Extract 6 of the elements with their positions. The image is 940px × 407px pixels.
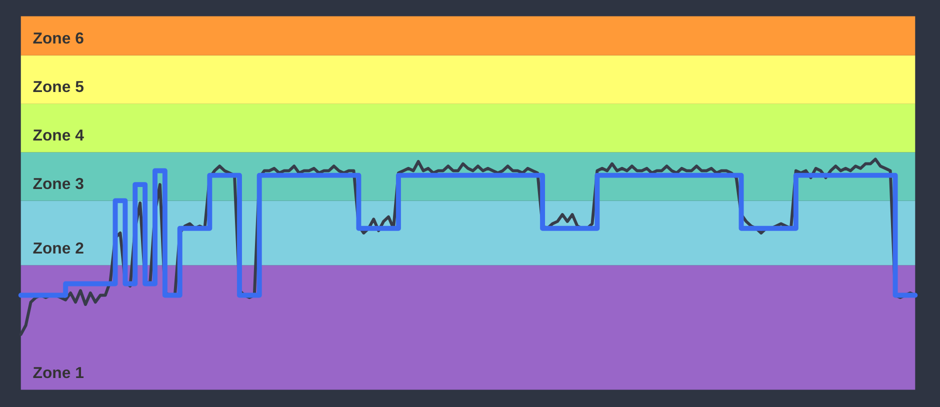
- band-label: Zone 2: [32, 240, 84, 258]
- band-label: Zone 3: [32, 176, 84, 193]
- band-label: Zone 4: [32, 127, 84, 144]
- band-label: Zone 1: [32, 364, 84, 382]
- band-label: Zone 6: [32, 30, 84, 48]
- band-label: Zone 5: [32, 78, 84, 96]
